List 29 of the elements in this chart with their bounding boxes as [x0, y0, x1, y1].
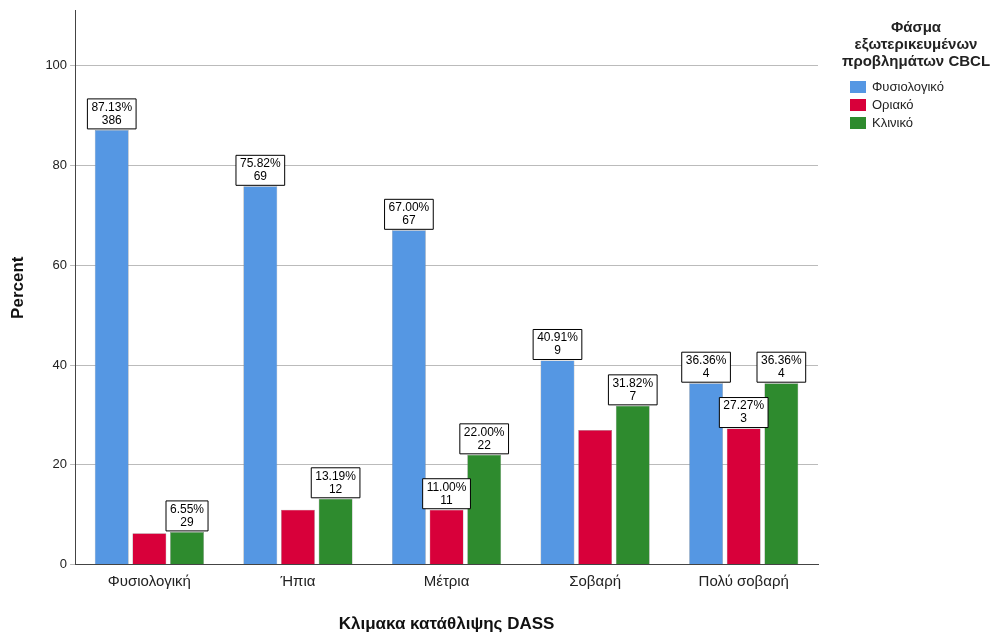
legend-label: Κλινικό — [872, 115, 914, 130]
data-label: 40.91% 9 — [537, 330, 579, 358]
data-label: 75.82% 69 — [239, 156, 281, 184]
y-axis-title: Percent — [7, 256, 27, 319]
x-tick-label: Σοβαρή — [569, 571, 622, 589]
y-tick-label: 100 — [45, 57, 68, 73]
data-label: 27.27% 3 — [723, 398, 765, 426]
data-label: 13.19% 12 — [315, 468, 357, 496]
x-tick-label: Φυσιολογική — [107, 571, 191, 589]
data-label: 31.82% 7 — [612, 375, 654, 403]
data-label: 11.00% 11 — [426, 479, 467, 507]
data-label: 67.00% 67 — [388, 200, 430, 228]
y-tick-label: 40 — [52, 356, 68, 372]
x-tick-label: Πολύ σοβαρή — [698, 571, 789, 589]
x-axis-title: Κλιμακα κατάθλιψης DASS — [338, 614, 555, 634]
legend-label: Οριακό — [872, 97, 914, 112]
x-tick-label: Μέτρια — [423, 571, 470, 589]
y-tick-label: 80 — [52, 157, 68, 173]
data-label: 87.13% 386 — [91, 99, 133, 127]
legend-title: Φάσμα εξωτερικευμένων προβλημάτων CBCL — [840, 18, 992, 69]
legend-label: Φυσιολογικό — [872, 79, 944, 94]
y-tick-label: 20 — [52, 456, 68, 472]
data-label: 36.36% 4 — [761, 353, 803, 381]
y-tick-label: 60 — [52, 256, 68, 272]
data-label: 22.00% 22 — [463, 424, 505, 452]
data-label: 36.36% 4 — [685, 353, 727, 381]
y-tick-label: 0 — [59, 556, 68, 572]
x-tick-label: Ήπια — [279, 571, 316, 589]
data-label: 6.55% 29 — [170, 501, 205, 529]
